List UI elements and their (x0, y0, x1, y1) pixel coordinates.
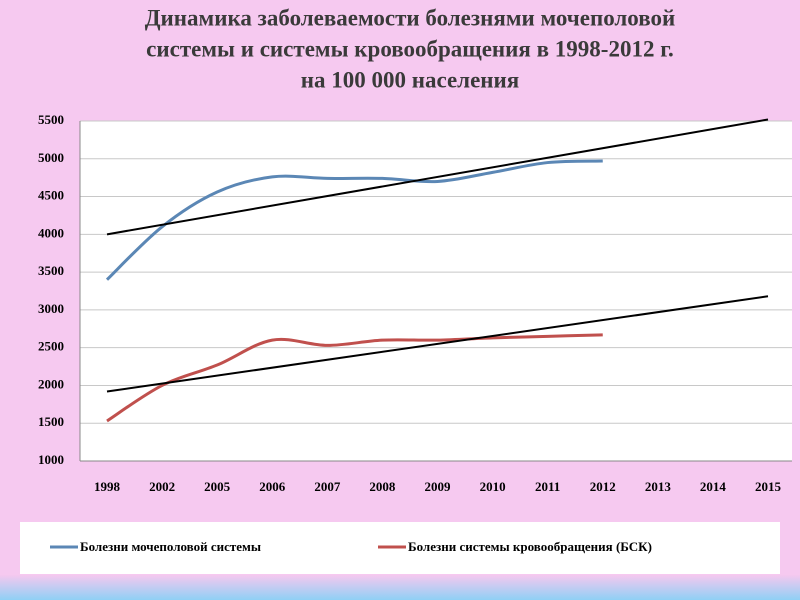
y-tick-label: 4000 (38, 225, 64, 240)
legend-label: Болезни системы кровообращения (БСК) (408, 539, 652, 554)
x-tick-label: 2013 (645, 479, 672, 494)
y-tick-label: 1500 (38, 414, 64, 429)
y-tick-label: 2500 (38, 339, 64, 354)
y-tick-label: 3000 (38, 301, 64, 316)
x-tick-label: 2009 (425, 479, 452, 494)
y-tick-label: 5000 (38, 150, 64, 165)
y-tick-label: 4500 (38, 188, 64, 203)
x-tick-label: 2008 (369, 479, 396, 494)
x-tick-label: 2014 (700, 479, 727, 494)
chart-title: на 100 000 населения (301, 67, 520, 92)
y-tick-label: 5500 (38, 112, 64, 127)
x-tick-label: 2005 (204, 479, 231, 494)
x-tick-label: 1998 (94, 479, 121, 494)
x-tick-label: 2015 (755, 479, 782, 494)
x-tick-label: 2010 (480, 479, 506, 494)
bottom-strip (0, 575, 800, 600)
x-tick-label: 2011 (535, 479, 560, 494)
chart-title: системы и системы кровообращения в 1998-… (146, 36, 674, 61)
legend-label: Болезни мочеполовой системы (80, 539, 261, 554)
x-tick-label: 2012 (590, 479, 616, 494)
trend-line (106, 295, 769, 393)
series-line (105, 159, 603, 281)
trend-line (106, 118, 769, 236)
series-line (106, 333, 603, 423)
y-tick-label: 1000 (38, 452, 64, 467)
plot-area (80, 121, 792, 461)
y-tick-label: 2000 (38, 376, 64, 391)
x-tick-label: 2002 (149, 479, 175, 494)
x-tick-label: 2006 (259, 479, 286, 494)
x-tick-label: 2007 (314, 479, 341, 494)
y-tick-label: 3500 (38, 263, 64, 278)
chart-title: Динамика заболеваемости болезнями мочепо… (145, 5, 676, 30)
